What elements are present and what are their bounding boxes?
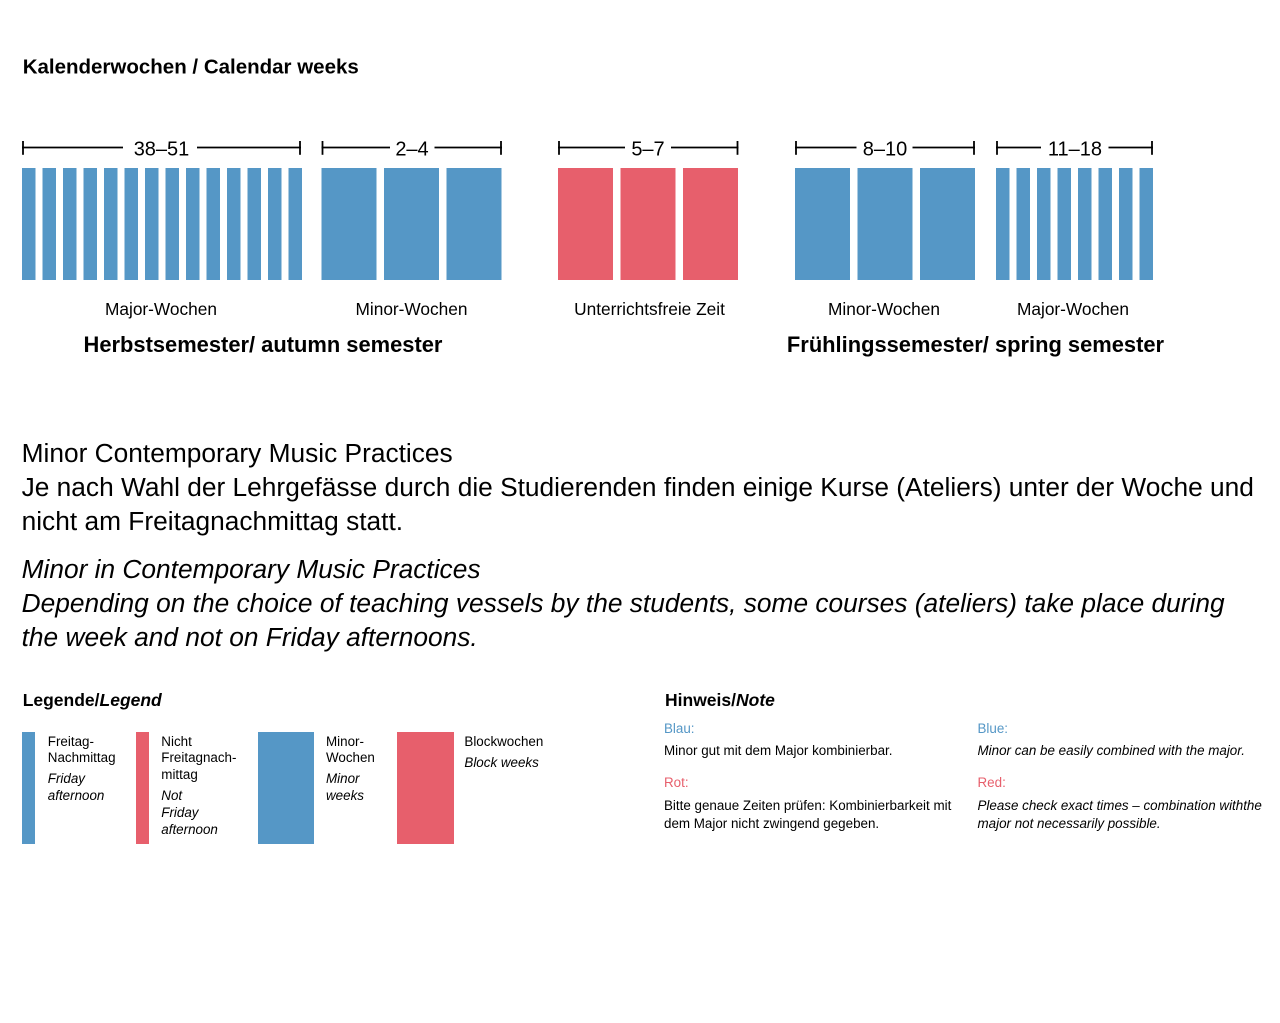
- svg-text:5–7: 5–7: [631, 139, 664, 161]
- svg-text:Major-Wochen: Major-Wochen: [105, 299, 217, 319]
- svg-text:Major-Wochen: Major-Wochen: [1017, 299, 1129, 319]
- svg-text:38–51: 38–51: [134, 139, 190, 161]
- svg-text:8–10: 8–10: [863, 139, 908, 161]
- svg-text:Kalenderwochen / Calendar week: Kalenderwochen / Calendar weeks: [23, 56, 359, 79]
- svg-text:Frühlingssemester/ spring seme: Frühlingssemester/ spring semester: [787, 332, 1165, 357]
- svg-text:11–18: 11–18: [1048, 139, 1102, 161]
- svg-text:Minor-Wochen: Minor-Wochen: [355, 299, 467, 319]
- svg-text:Herbstsemester/ autumn semeste: Herbstsemester/ autumn semester: [84, 332, 443, 357]
- svg-text:Unterrichtsfreie Zeit: Unterrichtsfreie Zeit: [574, 299, 725, 319]
- svg-text:2–4: 2–4: [395, 139, 428, 161]
- svg-text:Minor-Wochen: Minor-Wochen: [828, 299, 940, 319]
